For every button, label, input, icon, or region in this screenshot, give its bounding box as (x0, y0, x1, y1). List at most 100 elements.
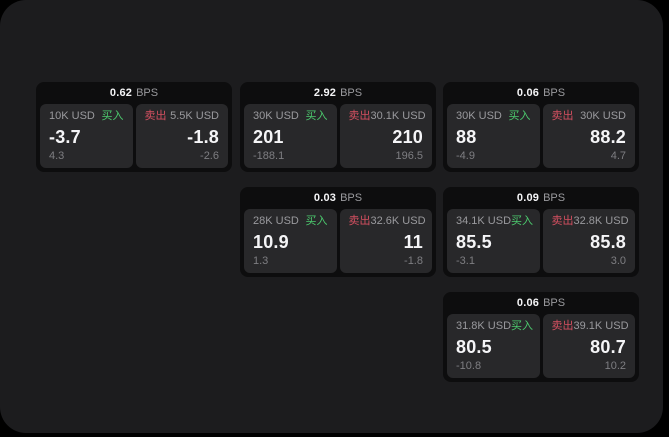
sell-price: -1.8 (187, 126, 219, 147)
buy-price: 88 (456, 126, 477, 147)
sell-tile-top: 卖出 39.1K USD (551, 320, 629, 333)
bps-header: 0.03 BPS (240, 187, 436, 209)
buy-action-label: 买入 (101, 110, 124, 122)
buy-tile[interactable]: 28K USD 买入 10.9 1.3 (244, 209, 337, 273)
buy-delta: 4.3 (49, 150, 65, 162)
bps-header: 0.06 BPS (443, 82, 639, 104)
bps-value: 0.62 (109, 87, 133, 99)
buy-action-label: 买入 (305, 110, 328, 122)
buy-tile-top: 28K USD 买入 (253, 215, 328, 228)
buy-tile[interactable]: 30K USD 买入 88 -4.9 (447, 104, 540, 168)
bps-value: 0.06 (516, 297, 540, 309)
bps-value: 0.03 (313, 192, 337, 204)
sell-amount: 30.1K USD (370, 110, 426, 122)
buy-delta: -188.1 (253, 150, 285, 162)
buy-action-label: 买入 (511, 215, 534, 227)
sell-amount: 39.1K USD (573, 320, 629, 332)
sell-delta: -1.8 (404, 255, 423, 267)
buy-amount: 30K USD (456, 110, 502, 122)
buy-price: 85.5 (456, 231, 492, 252)
sell-price: 85.8 (590, 231, 626, 252)
buy-tile-top: 10K USD 买入 (49, 110, 124, 123)
sell-action-label: 卖出 (144, 110, 167, 122)
bps-unit-label: BPS (136, 87, 159, 99)
buy-price: 201 (253, 126, 284, 147)
sell-amount: 32.8K USD (573, 215, 629, 227)
sell-action-label: 卖出 (348, 110, 371, 122)
buy-tile-top: 31.8K USD 买入 (456, 320, 534, 333)
sell-amount: 5.5K USD (170, 110, 219, 122)
buy-tile-top: 30K USD 买入 (253, 110, 328, 123)
sell-delta: -2.6 (200, 150, 219, 162)
sell-tile[interactable]: 卖出 5.5K USD -1.8 -2.6 (135, 104, 228, 168)
buy-delta: -3.1 (456, 255, 475, 267)
sell-tile[interactable]: 卖出 32.6K USD 11 -1.8 (339, 209, 432, 273)
market-card: 2.92 BPS 30K USD 买入 201 -188.1 卖出 30.1K … (240, 82, 436, 172)
sell-amount: 30K USD (580, 110, 626, 122)
market-card: 0.06 BPS 31.8K USD 买入 80.5 -10.8 卖出 39.1… (443, 292, 639, 382)
card-body: 31.8K USD 买入 80.5 -10.8 卖出 39.1K USD 80.… (443, 314, 639, 382)
buy-tile[interactable]: 34.1K USD 买入 85.5 -3.1 (447, 209, 540, 273)
buy-tile-top: 34.1K USD 买入 (456, 215, 534, 228)
bps-header: 0.06 BPS (443, 292, 639, 314)
market-card: 0.03 BPS 28K USD 买入 10.9 1.3 卖出 32.6K US… (240, 187, 436, 277)
buy-delta: 1.3 (253, 255, 269, 267)
card-body: 30K USD 买入 201 -188.1 卖出 30.1K USD 210 1… (240, 104, 436, 172)
buy-amount: 10K USD (49, 110, 95, 122)
sell-tile[interactable]: 卖出 39.1K USD 80.7 10.2 (542, 314, 635, 378)
market-card: 0.09 BPS 34.1K USD 买入 85.5 -3.1 卖出 32.8K… (443, 187, 639, 277)
buy-action-label: 买入 (508, 110, 531, 122)
buy-delta: -10.8 (456, 360, 482, 372)
bps-header: 2.92 BPS (240, 82, 436, 104)
bps-unit-label: BPS (340, 192, 363, 204)
buy-delta: -4.9 (456, 150, 475, 162)
bps-unit-label: BPS (543, 297, 566, 309)
card-body: 34.1K USD 买入 85.5 -3.1 卖出 32.8K USD 85.8… (443, 209, 639, 277)
bps-value: 2.92 (313, 87, 337, 99)
bps-unit-label: BPS (543, 87, 566, 99)
sell-tile-top: 卖出 32.6K USD (348, 215, 426, 228)
card-body: 10K USD 买入 -3.7 4.3 卖出 5.5K USD -1.8 -2.… (36, 104, 232, 172)
sell-tile-top: 卖出 30.1K USD (348, 110, 426, 123)
bps-value: 0.09 (516, 192, 540, 204)
bps-header: 0.09 BPS (443, 187, 639, 209)
buy-action-label: 买入 (511, 320, 534, 332)
bps-unit-label: BPS (543, 192, 566, 204)
buy-amount: 28K USD (253, 215, 299, 227)
sell-action-label: 卖出 (551, 110, 574, 122)
sell-delta: 10.2 (604, 360, 626, 372)
sell-price: 88.2 (590, 126, 626, 147)
card-body: 30K USD 买入 88 -4.9 卖出 30K USD 88.2 4.7 (443, 104, 639, 172)
buy-tile-top: 30K USD 买入 (456, 110, 531, 123)
market-card: 0.06 BPS 30K USD 买入 88 -4.9 卖出 30K USD 8… (443, 82, 639, 172)
buy-action-label: 买入 (305, 215, 328, 227)
sell-amount: 32.6K USD (370, 215, 426, 227)
sell-tile-top: 卖出 5.5K USD (145, 110, 220, 123)
sell-price: 80.7 (590, 336, 626, 357)
sell-action-label: 卖出 (551, 320, 574, 332)
sell-action-label: 卖出 (348, 215, 371, 227)
buy-tile[interactable]: 30K USD 买入 201 -188.1 (244, 104, 337, 168)
sell-tile[interactable]: 卖出 30.1K USD 210 196.5 (339, 104, 432, 168)
buy-tile[interactable]: 31.8K USD 买入 80.5 -10.8 (447, 314, 540, 378)
buy-tile[interactable]: 10K USD 买入 -3.7 4.3 (40, 104, 133, 168)
sell-price: 11 (403, 231, 423, 252)
sell-delta: 4.7 (610, 150, 626, 162)
market-card: 0.62 BPS 10K USD 买入 -3.7 4.3 卖出 5.5K USD… (36, 82, 232, 172)
sell-delta: 3.0 (610, 255, 626, 267)
sell-tile[interactable]: 卖出 32.8K USD 85.8 3.0 (542, 209, 635, 273)
bps-unit-label: BPS (340, 87, 363, 99)
sell-tile-top: 卖出 30K USD (552, 110, 627, 123)
buy-price: -3.7 (49, 126, 81, 147)
buy-amount: 31.8K USD (456, 320, 512, 332)
buy-amount: 30K USD (253, 110, 299, 122)
card-body: 28K USD 买入 10.9 1.3 卖出 32.6K USD 11 -1.8 (240, 209, 436, 277)
sell-delta: 196.5 (395, 150, 423, 162)
sell-tile[interactable]: 卖出 30K USD 88.2 4.7 (542, 104, 635, 168)
sell-action-label: 卖出 (551, 215, 574, 227)
bps-header: 0.62 BPS (36, 82, 232, 104)
bps-value: 0.06 (516, 87, 540, 99)
buy-price: 10.9 (253, 231, 289, 252)
buy-price: 80.5 (456, 336, 492, 357)
